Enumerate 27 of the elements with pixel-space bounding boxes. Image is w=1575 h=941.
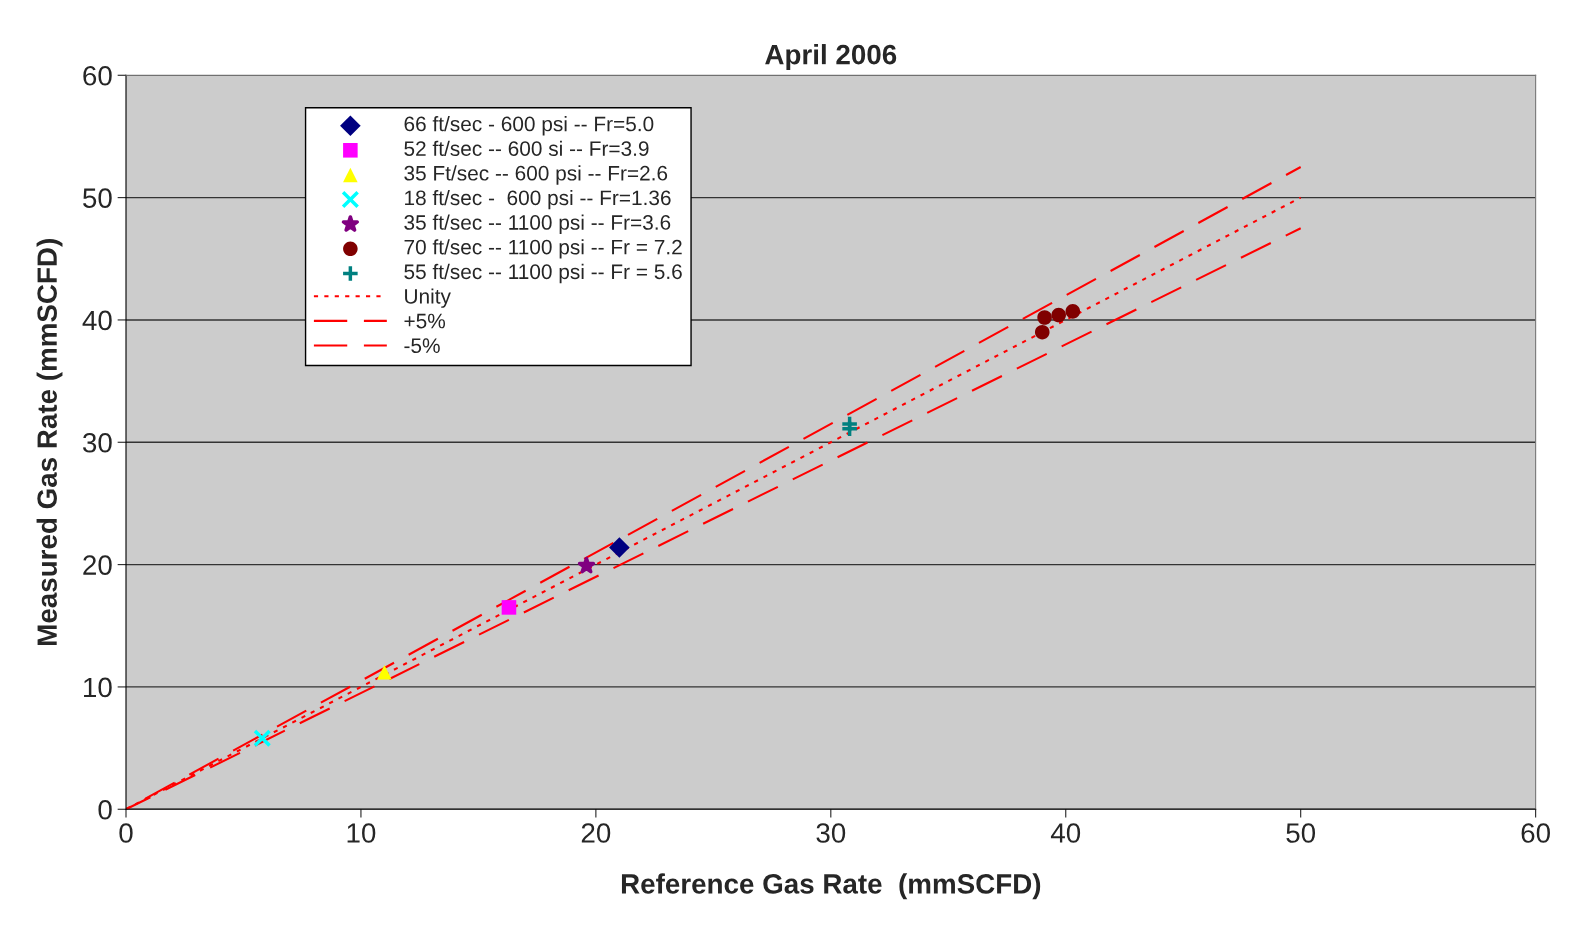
y-tick-label: 60 bbox=[83, 65, 112, 86]
x-tick-label: 0 bbox=[119, 823, 133, 843]
legend-label: 35 ft/sec -- 1100 psi -- Fr=3.6 bbox=[404, 214, 671, 234]
y-tick-label: 10 bbox=[84, 677, 112, 698]
y-tick-label: 30 bbox=[82, 432, 112, 453]
x-tick-label: 60 bbox=[1521, 823, 1550, 843]
legend-label: 18 ft/sec - 600 psi -- Fr=1.36 bbox=[405, 189, 671, 210]
legend-label: Unity bbox=[405, 288, 451, 308]
y-tick-label: 0 bbox=[98, 799, 112, 820]
y-tick-label: 40 bbox=[82, 310, 112, 331]
legend-label: +5% bbox=[404, 313, 446, 329]
legend-label: -5% bbox=[404, 338, 440, 354]
y-tick-label: 20 bbox=[83, 555, 112, 575]
x-tick-label: 50 bbox=[1286, 823, 1316, 843]
legend-label: 52 ft/sec -- 600 si -- Fr=3.9 bbox=[404, 140, 649, 156]
chart-title: April 2006 bbox=[765, 44, 897, 70]
x-tick-label: 10 bbox=[347, 823, 376, 843]
legend-label: 66 ft/sec - 600 psi -- Fr=5.0 bbox=[404, 116, 654, 136]
x-tick-label: 20 bbox=[581, 823, 611, 843]
legend-label: 55 ft/sec -- 1100 psi -- Fr = 5.6 bbox=[404, 263, 682, 284]
y-tick-label: 50 bbox=[83, 188, 112, 208]
legend-label: 70 ft/sec -- 1100 psi -- Fr = 7.2 bbox=[404, 239, 682, 259]
x-axis-title: Reference Gas Rate (mmSCFD) bbox=[621, 873, 1041, 900]
y-axis-title: Measured Gas Rate (mmSCFD) bbox=[36, 239, 63, 645]
x-tick-label: 30 bbox=[816, 823, 846, 843]
legend-label: 35 Ft/sec -- 600 psi -- Fr=2.6 bbox=[404, 165, 668, 185]
x-tick-label: 40 bbox=[1050, 823, 1081, 843]
